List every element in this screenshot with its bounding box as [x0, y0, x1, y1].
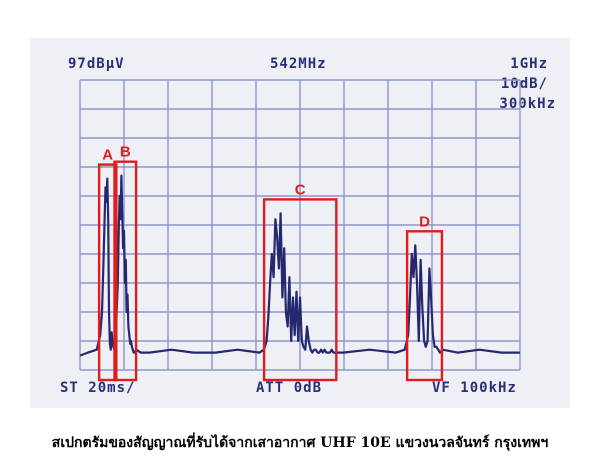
sweep-time-readout: ST 20ms/	[60, 380, 136, 396]
attenuation-readout: ATT 0dB	[256, 380, 323, 396]
trace-layer	[79, 174, 520, 357]
highlight-box-c	[262, 198, 338, 382]
figure-caption: สเปกตรัมของสัญญาณที่รับได้จากเสาอากาศ UH…	[51, 435, 549, 451]
spectrum-trace	[79, 174, 520, 357]
highlight-label-c: C	[295, 181, 306, 198]
highlight-box-a	[97, 163, 118, 382]
span-readout: 1GHz	[510, 56, 548, 72]
center-frequency-readout: 542MHz	[270, 56, 327, 72]
highlight-label-b: B	[120, 144, 131, 161]
highlight-box-d	[405, 230, 444, 382]
graticule-grid	[79, 79, 521, 371]
highlight-label-a: A	[102, 147, 113, 164]
ref-level-readout: 97dBµV	[68, 56, 125, 72]
highlight-boxes: A B C D	[97, 144, 444, 382]
highlight-box-b	[113, 160, 138, 382]
video-filter-readout: VF 100kHz	[432, 380, 517, 396]
rbw-readout: 300kHz	[499, 96, 556, 112]
spectrum-plot: A B C D	[79, 79, 521, 382]
highlight-label-d: D	[419, 213, 430, 230]
